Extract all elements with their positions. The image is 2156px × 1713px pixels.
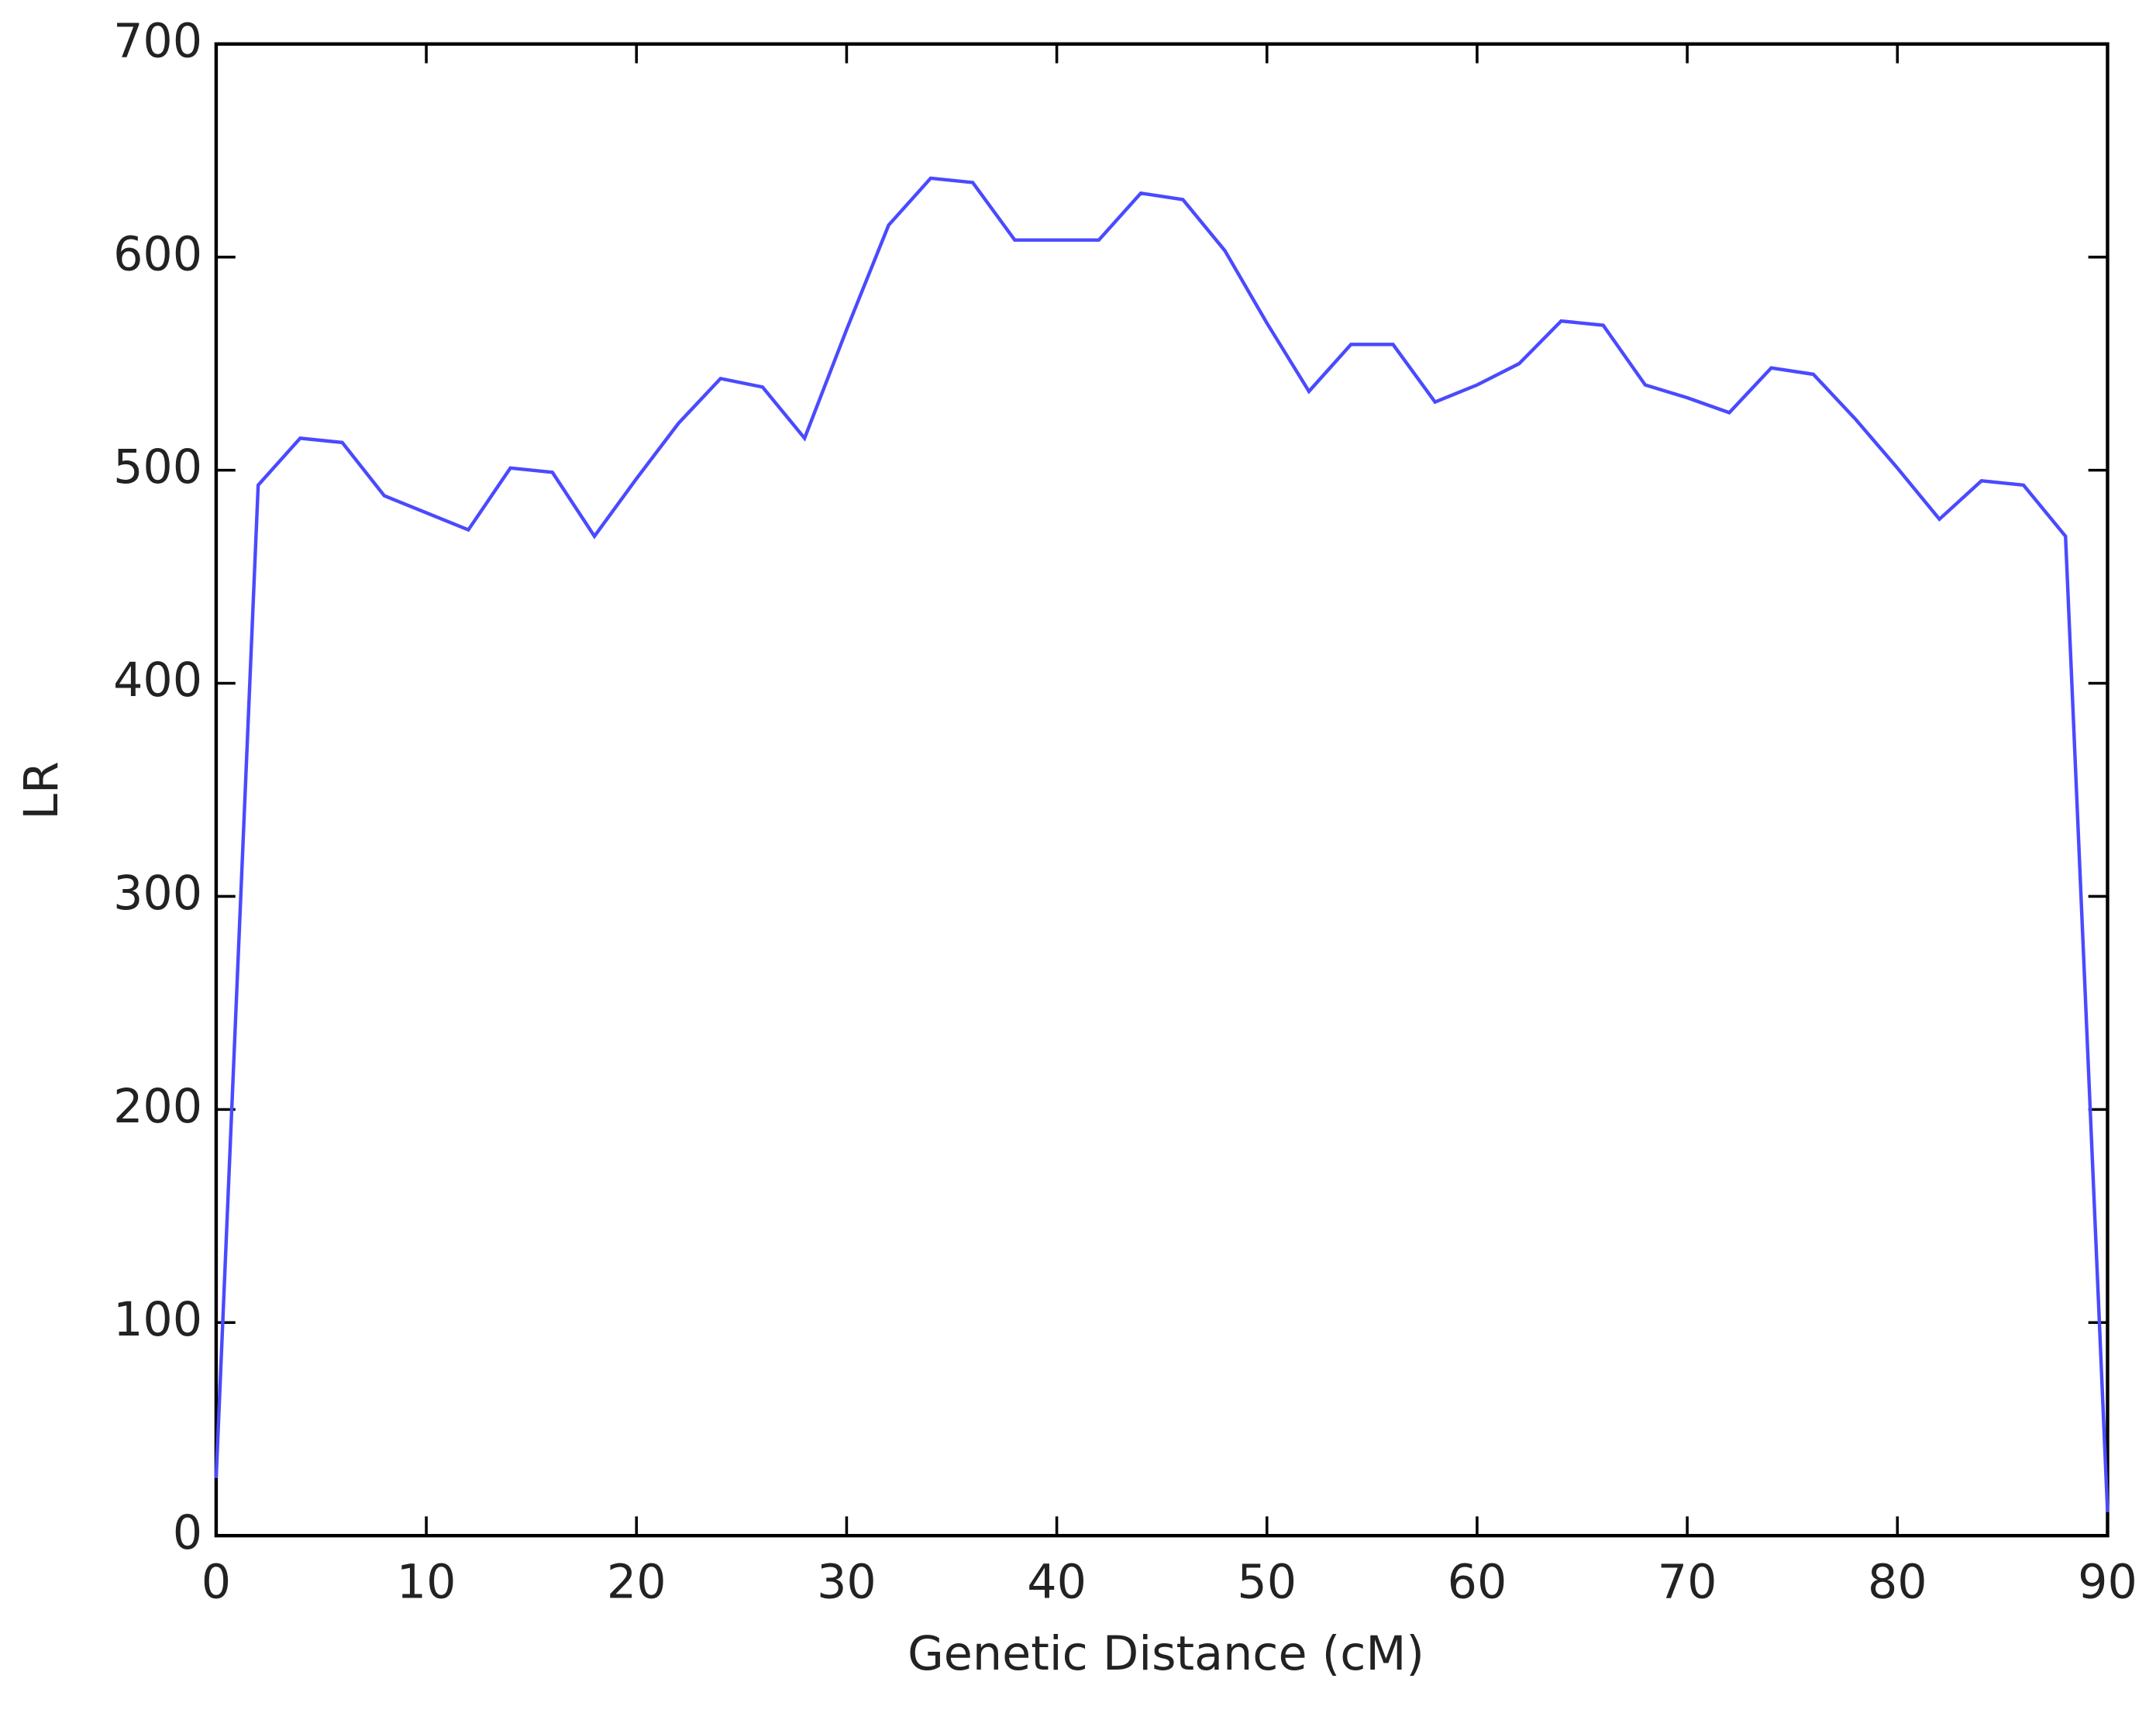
- y-tick-label: 500: [113, 440, 202, 495]
- plot-frame: [214, 42, 2110, 1538]
- x-axis-label: Genetic Distance (cM): [908, 1627, 1424, 1681]
- y-tick-label: 200: [113, 1080, 202, 1134]
- y-tick-label: 100: [113, 1293, 202, 1347]
- x-tick-label: 90: [2078, 1556, 2137, 1610]
- y-tick-label: 400: [113, 653, 202, 708]
- x-tick-label: 50: [1237, 1556, 1297, 1610]
- x-tick-label: 10: [397, 1556, 456, 1610]
- x-tick-label: 0: [201, 1556, 231, 1610]
- y-tick-label: 300: [113, 867, 202, 921]
- x-tick-label: 80: [1868, 1556, 1927, 1610]
- x-tick-label: 70: [1658, 1556, 1717, 1610]
- x-tick-label: 60: [1448, 1556, 1507, 1610]
- y-tick-label: 0: [173, 1506, 202, 1560]
- x-tick-label: 20: [607, 1556, 666, 1610]
- data-line: [214, 176, 2110, 1513]
- y-tick-label: 600: [113, 227, 202, 281]
- x-tick-label: 30: [817, 1556, 877, 1610]
- x-tick-label: 40: [1027, 1556, 1087, 1610]
- y-tick-label: 700: [113, 14, 202, 68]
- y-axis-label: LR: [15, 761, 69, 820]
